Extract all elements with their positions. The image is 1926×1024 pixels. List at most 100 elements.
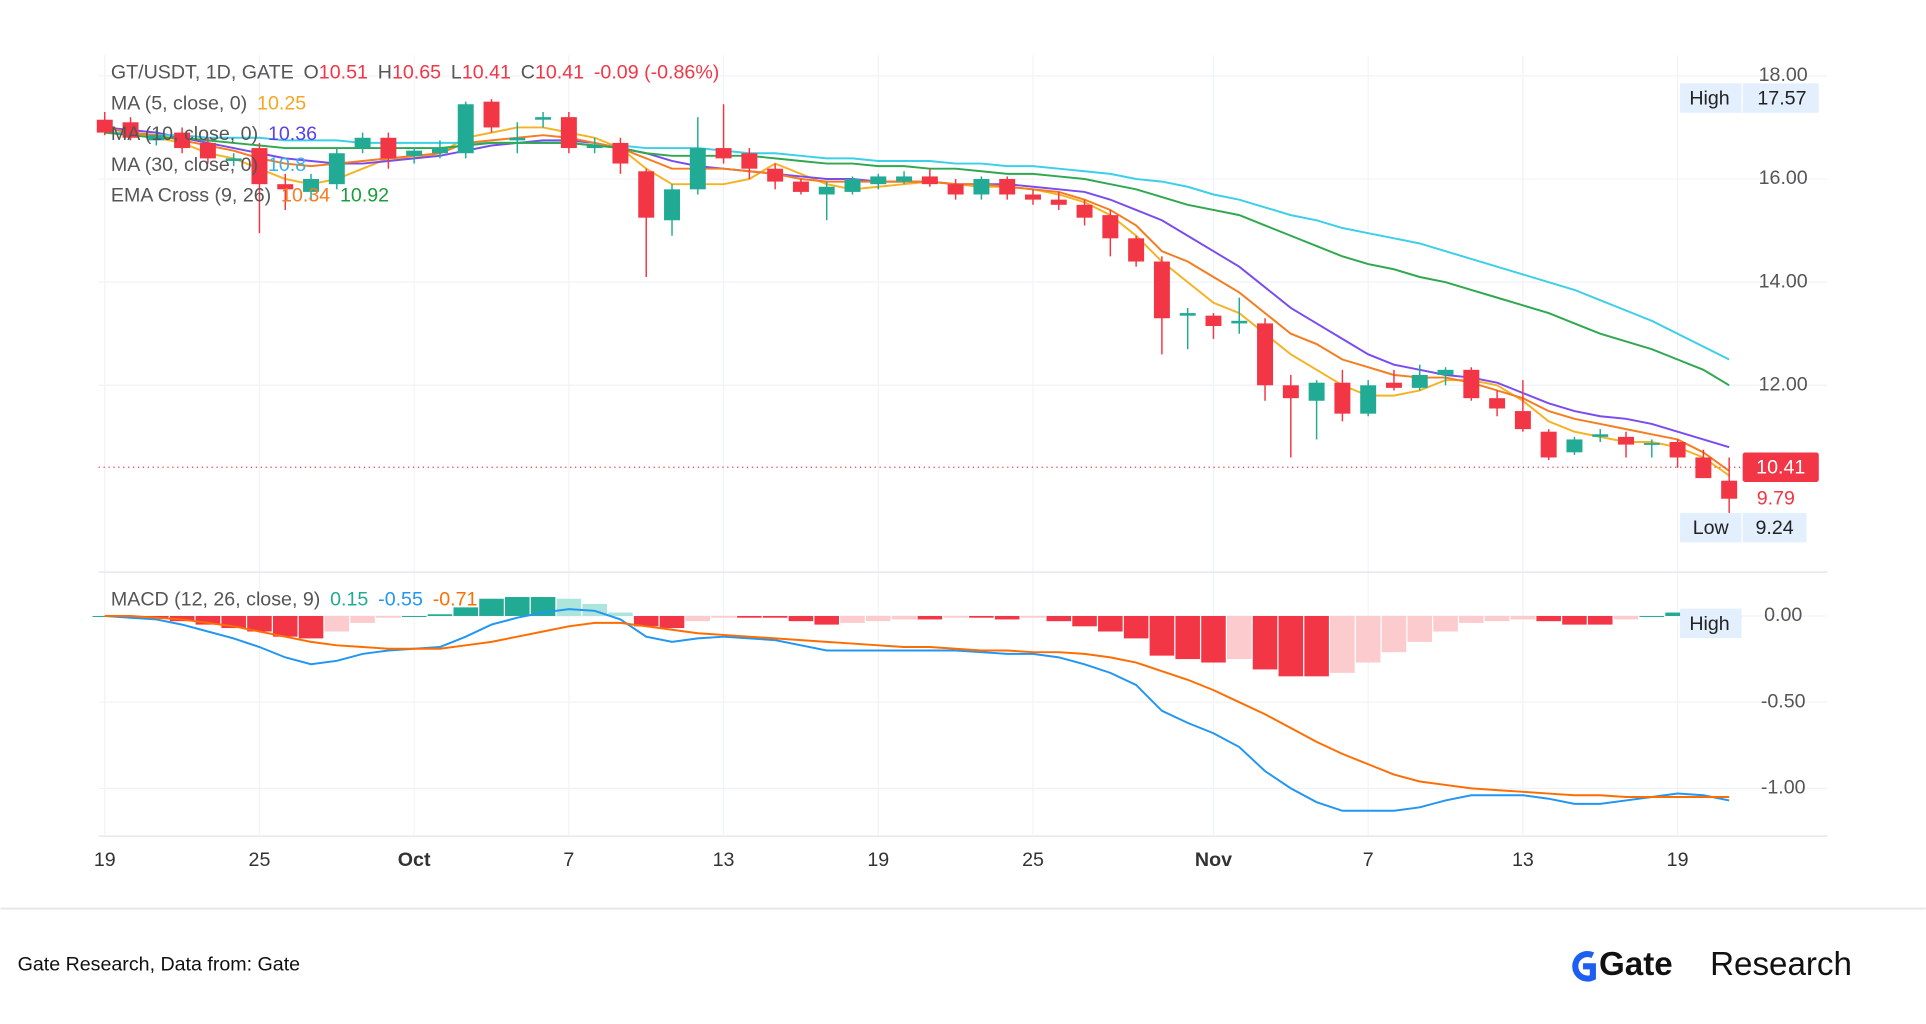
candle-body: [664, 189, 680, 221]
macd-line: [104, 608, 1730, 812]
histogram-bar: [1381, 615, 1407, 653]
candle-body: [122, 122, 139, 138]
histogram-bar: [401, 615, 427, 617]
histogram-bar: [917, 615, 943, 620]
high-value: 17.57: [1757, 87, 1806, 109]
candle-body: [818, 186, 835, 195]
candle-body: [251, 148, 268, 185]
candle-body: [921, 176, 938, 185]
candle-body: [1437, 369, 1454, 375]
candle-body: [148, 135, 165, 141]
histogram-bar: [1226, 615, 1252, 660]
histogram-bar: [814, 615, 839, 625]
brand-suffix: Research: [1710, 946, 1852, 983]
macd-value: 0.15: [330, 589, 368, 611]
histogram-bar: [195, 615, 221, 625]
last-price-box: [1742, 452, 1819, 483]
y-tick-label: 0.00: [1764, 604, 1802, 626]
candle-body: [896, 176, 913, 182]
histogram-bar: [1123, 615, 1149, 639]
candle-body: [973, 179, 990, 195]
histogram-bar: [969, 615, 994, 618]
histogram-bar: [1484, 615, 1510, 622]
low-value-bg: [1742, 512, 1807, 543]
candle-body: [509, 137, 526, 141]
candle-body: [1463, 369, 1480, 399]
histogram-bar: [943, 615, 968, 618]
x-tick-label: 7: [1363, 849, 1374, 871]
indicator-name: MA (5, close, 0): [111, 93, 247, 115]
histogram-bar: [376, 615, 401, 618]
candle-body: [1514, 411, 1531, 430]
histogram-bar: [1201, 615, 1226, 663]
last-price-label: 10.41: [1756, 457, 1805, 479]
candle-body: [483, 101, 500, 128]
candle-body: [1025, 194, 1041, 200]
candle-body: [1669, 442, 1686, 458]
histogram-bar: [1304, 615, 1329, 677]
histogram-bar: [762, 615, 788, 618]
histogram-bar: [1252, 615, 1278, 670]
candle-body: [947, 184, 964, 195]
candle-body: [457, 104, 474, 154]
histogram-bar: [840, 615, 865, 623]
ohlc-value: 10.65: [392, 62, 441, 84]
signal-line: [104, 615, 1730, 798]
candle-body: [1618, 436, 1635, 445]
legend-line: GT/USDT, 1D, GATE O10.51 H10.65 L10.41 C10.4…: [111, 62, 719, 84]
candle-body: [1721, 480, 1738, 499]
histogram-bar: [1639, 615, 1665, 617]
histogram-bar: [1587, 615, 1613, 625]
histogram-bar: [272, 615, 298, 637]
candle-body: [999, 179, 1016, 195]
histogram-bar: [1020, 615, 1046, 618]
x-tick-label: 25: [249, 849, 271, 871]
high-tag: High: [1689, 87, 1729, 109]
histogram-bar: [866, 615, 891, 622]
histogram-bar: [659, 615, 685, 629]
candle-body: [1566, 439, 1583, 453]
x-tick-label: 19: [1667, 849, 1689, 871]
histogram-bar: [247, 615, 272, 632]
histogram-bar: [324, 615, 350, 632]
candle-body: [96, 119, 113, 133]
histogram-bar: [737, 615, 762, 618]
x-tick-label: 13: [1512, 849, 1534, 871]
histogram-bar: [1072, 615, 1097, 627]
histogram-bar: [1355, 615, 1381, 663]
ma-line: [104, 131, 1730, 361]
change: -0.09 (-0.86%): [594, 62, 719, 84]
candle-body: [199, 142, 216, 159]
high-value-bg: [1742, 83, 1819, 113]
histogram-bar: [1175, 615, 1200, 660]
y-tick-label: 18.00: [1759, 64, 1808, 86]
histogram-bar: [994, 615, 1020, 620]
candle-body: [1153, 261, 1170, 319]
candle-body: [689, 148, 706, 190]
low-value: 9.24: [1755, 517, 1793, 539]
low-tag-bg: [1680, 512, 1742, 543]
histogram-bar: [1562, 615, 1587, 625]
macd-value: -0.55: [378, 589, 423, 611]
histogram-bar: [1665, 612, 1690, 616]
legend-line: MA (10, close, 0) 10.36: [111, 123, 317, 145]
candle-body: [560, 117, 577, 149]
x-tick-label: 25: [1022, 849, 1044, 871]
x-tick-label: 13: [713, 849, 735, 871]
ohlc-label: L: [451, 62, 462, 84]
histogram-bar: [1330, 615, 1355, 673]
histogram-bar: [608, 612, 633, 616]
candle-body: [328, 153, 345, 185]
candle-body: [174, 132, 191, 149]
histogram-bar: [298, 615, 324, 639]
histogram-bar: [1459, 615, 1484, 623]
candle-body: [1360, 385, 1377, 414]
macd-value: -0.71: [433, 589, 478, 611]
ma-line: [104, 126, 1730, 472]
x-tick-label: 19: [867, 849, 889, 871]
histogram-bar: [350, 615, 375, 623]
ohlc-label: C: [521, 62, 535, 84]
candle-body: [586, 145, 603, 149]
x-tick-label: 19: [94, 849, 116, 871]
last-low-label: 9.79: [1757, 487, 1795, 509]
